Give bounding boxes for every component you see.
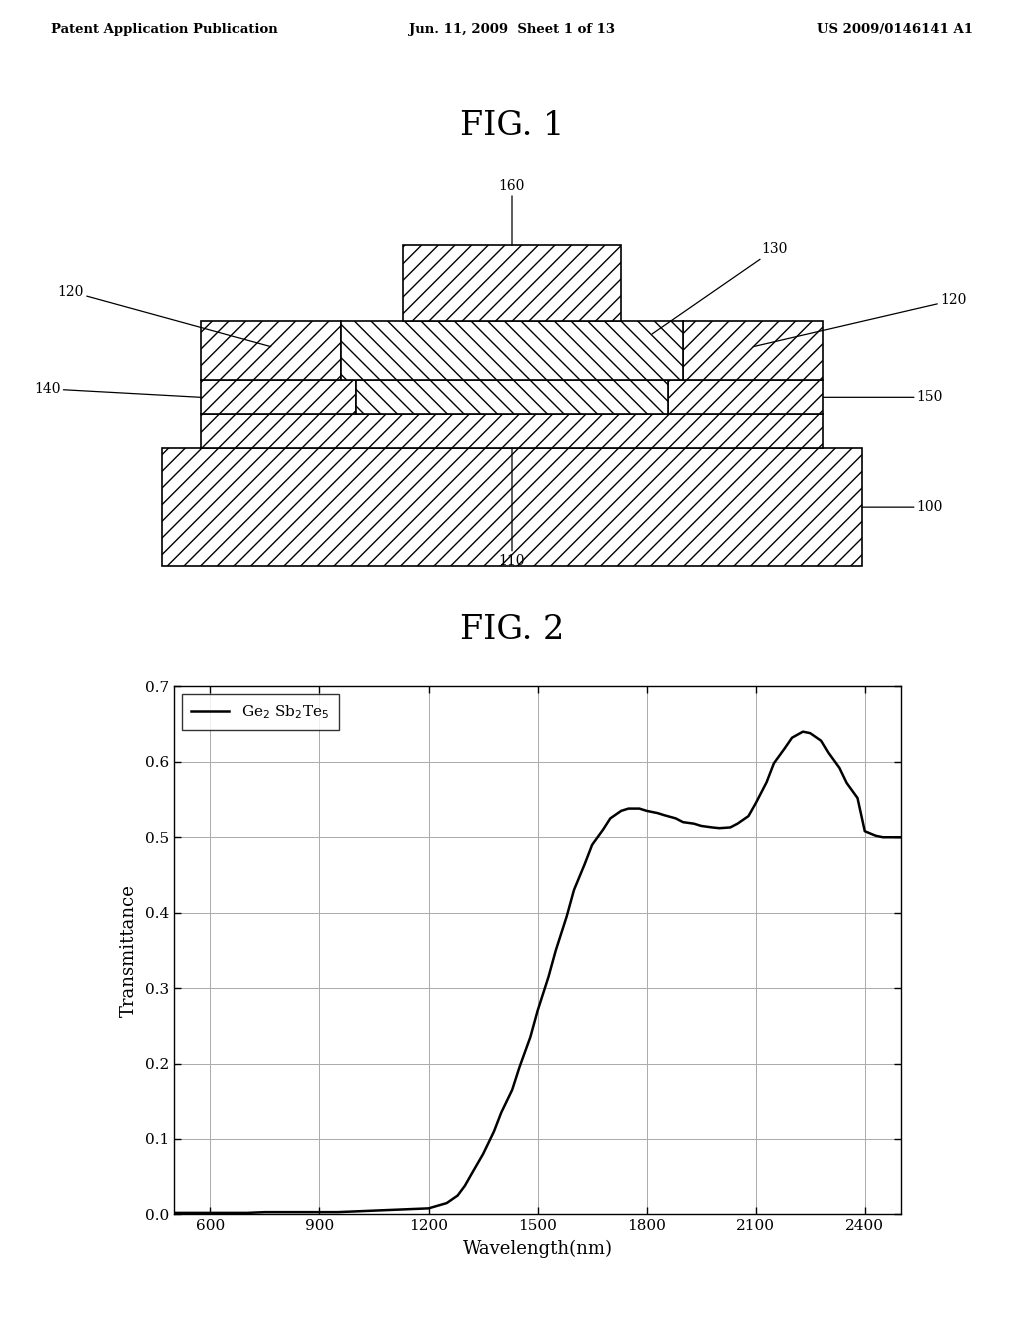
Bar — [201, 414, 823, 447]
Text: US 2009/0146141 A1: US 2009/0146141 A1 — [817, 24, 973, 36]
Text: 100: 100 — [862, 500, 943, 515]
Text: 140: 140 — [34, 381, 201, 397]
Bar — [668, 380, 823, 414]
Bar — [341, 321, 683, 380]
Text: 130: 130 — [652, 243, 787, 334]
Text: 150: 150 — [823, 391, 943, 404]
Text: FIG. 2: FIG. 2 — [460, 614, 564, 647]
Text: Patent Application Publication: Patent Application Publication — [51, 24, 278, 36]
Text: Jun. 11, 2009  Sheet 1 of 13: Jun. 11, 2009 Sheet 1 of 13 — [409, 24, 615, 36]
Bar — [162, 447, 862, 566]
Bar — [356, 380, 668, 414]
X-axis label: Wavelength(nm): Wavelength(nm) — [463, 1241, 612, 1258]
Legend: Ge$_2$ Sb$_2$Te$_5$: Ge$_2$ Sb$_2$Te$_5$ — [181, 694, 339, 730]
Bar — [683, 321, 823, 380]
Text: FIG. 1: FIG. 1 — [460, 110, 564, 141]
Text: 110: 110 — [499, 447, 525, 568]
Y-axis label: Transmittance: Transmittance — [120, 884, 138, 1016]
Text: 120: 120 — [57, 285, 270, 347]
Bar — [403, 246, 621, 321]
Bar — [201, 321, 341, 380]
Text: 160: 160 — [499, 180, 525, 246]
Bar — [201, 380, 356, 414]
Text: 120: 120 — [754, 293, 967, 347]
